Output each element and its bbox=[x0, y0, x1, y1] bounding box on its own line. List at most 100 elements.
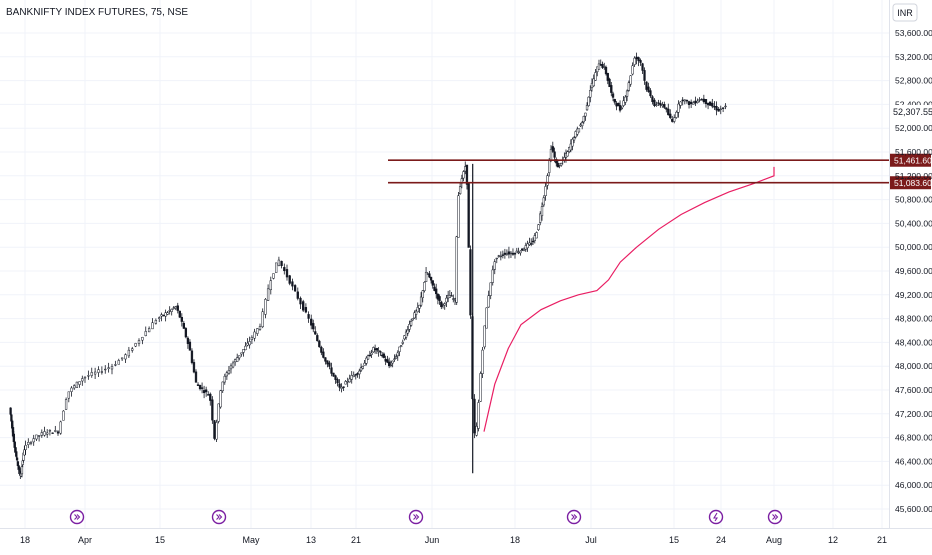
candle-body bbox=[606, 72, 609, 81]
candle-body bbox=[401, 341, 404, 344]
candle-body bbox=[657, 102, 660, 104]
candle-body bbox=[168, 310, 171, 312]
candle-body bbox=[704, 99, 708, 104]
candle-body bbox=[215, 422, 218, 440]
event-marker-glyph bbox=[413, 514, 420, 520]
y-tick-label: 53,200.00 bbox=[895, 52, 932, 62]
candle-body bbox=[200, 387, 204, 389]
candle-body bbox=[338, 383, 341, 388]
candle-body bbox=[246, 342, 249, 346]
candle-body bbox=[611, 93, 615, 98]
candle-body bbox=[526, 243, 529, 249]
candle-body bbox=[244, 345, 247, 351]
candle-body bbox=[120, 357, 124, 360]
candle-body bbox=[158, 317, 161, 319]
candle-body bbox=[617, 102, 620, 107]
candle-body bbox=[242, 349, 245, 353]
candle-body bbox=[683, 99, 686, 102]
candle-body bbox=[348, 378, 351, 383]
candle-body bbox=[248, 341, 251, 346]
candle-body bbox=[597, 63, 601, 70]
candle-body bbox=[272, 273, 275, 279]
candle-body bbox=[188, 341, 192, 351]
candle-body bbox=[563, 157, 566, 161]
candle-body bbox=[719, 108, 722, 110]
candle-body bbox=[190, 350, 194, 363]
y-tick-label: 47,600.00 bbox=[895, 385, 932, 395]
candle-body bbox=[679, 101, 682, 106]
candle-body bbox=[312, 323, 315, 330]
candle-body bbox=[393, 358, 396, 360]
candle-body bbox=[56, 431, 60, 434]
y-tick-label: 52,000.00 bbox=[895, 123, 932, 133]
candle-body bbox=[613, 99, 616, 103]
candle-body bbox=[394, 356, 398, 359]
candle-body bbox=[675, 111, 678, 118]
candle-body bbox=[544, 186, 547, 197]
plot-background[interactable] bbox=[0, 0, 889, 528]
candle-body bbox=[483, 325, 486, 348]
candle-body bbox=[489, 282, 492, 296]
candle-body bbox=[233, 359, 237, 363]
candle-body bbox=[450, 295, 453, 297]
candle-body bbox=[635, 56, 638, 60]
price-level-label: 51,461.60 bbox=[894, 155, 932, 165]
candle-body bbox=[647, 86, 650, 92]
candle-body bbox=[182, 322, 185, 329]
x-tick-label: Apr bbox=[78, 535, 92, 545]
grid-layer bbox=[0, 0, 889, 528]
candle-body bbox=[382, 353, 386, 358]
candle-body bbox=[477, 402, 480, 429]
x-tick-label: 18 bbox=[510, 535, 520, 545]
candle-body bbox=[23, 449, 26, 456]
candle-body bbox=[43, 431, 46, 436]
candle-body bbox=[594, 72, 597, 81]
candle-body bbox=[677, 103, 680, 113]
candle-body bbox=[361, 366, 364, 369]
candle-body bbox=[370, 352, 373, 355]
x-axis[interactable]: 18 Apr 15 May 13 21 Jun 18 Jul 15 24 Aug 12 21 bbox=[20, 535, 887, 545]
candle-body bbox=[700, 99, 703, 101]
lightning-icon[interactable] bbox=[708, 509, 724, 525]
candle-body bbox=[551, 146, 554, 152]
candle-body bbox=[37, 435, 41, 437]
candle-body bbox=[587, 96, 590, 106]
candle-body bbox=[137, 340, 141, 344]
x-tick-label: Jun bbox=[425, 535, 440, 545]
candle-body bbox=[141, 336, 144, 341]
candle-body bbox=[293, 285, 297, 292]
candle-body bbox=[104, 368, 107, 371]
candle-body bbox=[90, 372, 93, 376]
candle-body bbox=[78, 381, 81, 385]
candle-body bbox=[240, 352, 243, 355]
candle-body bbox=[475, 426, 478, 436]
candle-body bbox=[556, 162, 560, 168]
candle-body bbox=[75, 381, 79, 388]
candle-body bbox=[73, 385, 76, 389]
candle-body bbox=[424, 271, 428, 282]
candle-body bbox=[166, 312, 169, 315]
candle-body bbox=[491, 269, 494, 283]
candle-body bbox=[238, 355, 241, 359]
last-price-label: 52,307.55 bbox=[893, 107, 932, 117]
y-axis[interactable]: 53,600.00 53,200.00 52,800.00 52,400.00 52,0… bbox=[895, 28, 932, 514]
candle-body bbox=[35, 434, 38, 440]
candle-body bbox=[162, 314, 165, 317]
candle-body bbox=[414, 310, 418, 315]
candle-body bbox=[314, 331, 317, 335]
candle-body bbox=[423, 281, 426, 291]
candle-body bbox=[358, 370, 361, 375]
currency-button[interactable] bbox=[892, 3, 918, 22]
candle-body bbox=[528, 242, 531, 245]
candle-body bbox=[692, 102, 695, 105]
candle-body bbox=[180, 317, 183, 322]
candle-body bbox=[721, 107, 725, 109]
candle-body bbox=[687, 101, 691, 106]
candle-body bbox=[213, 420, 216, 439]
y-tick-label: 50,000.00 bbox=[895, 242, 932, 252]
candle-body bbox=[521, 248, 524, 251]
candle-body bbox=[462, 171, 465, 179]
candle-body bbox=[174, 306, 177, 309]
